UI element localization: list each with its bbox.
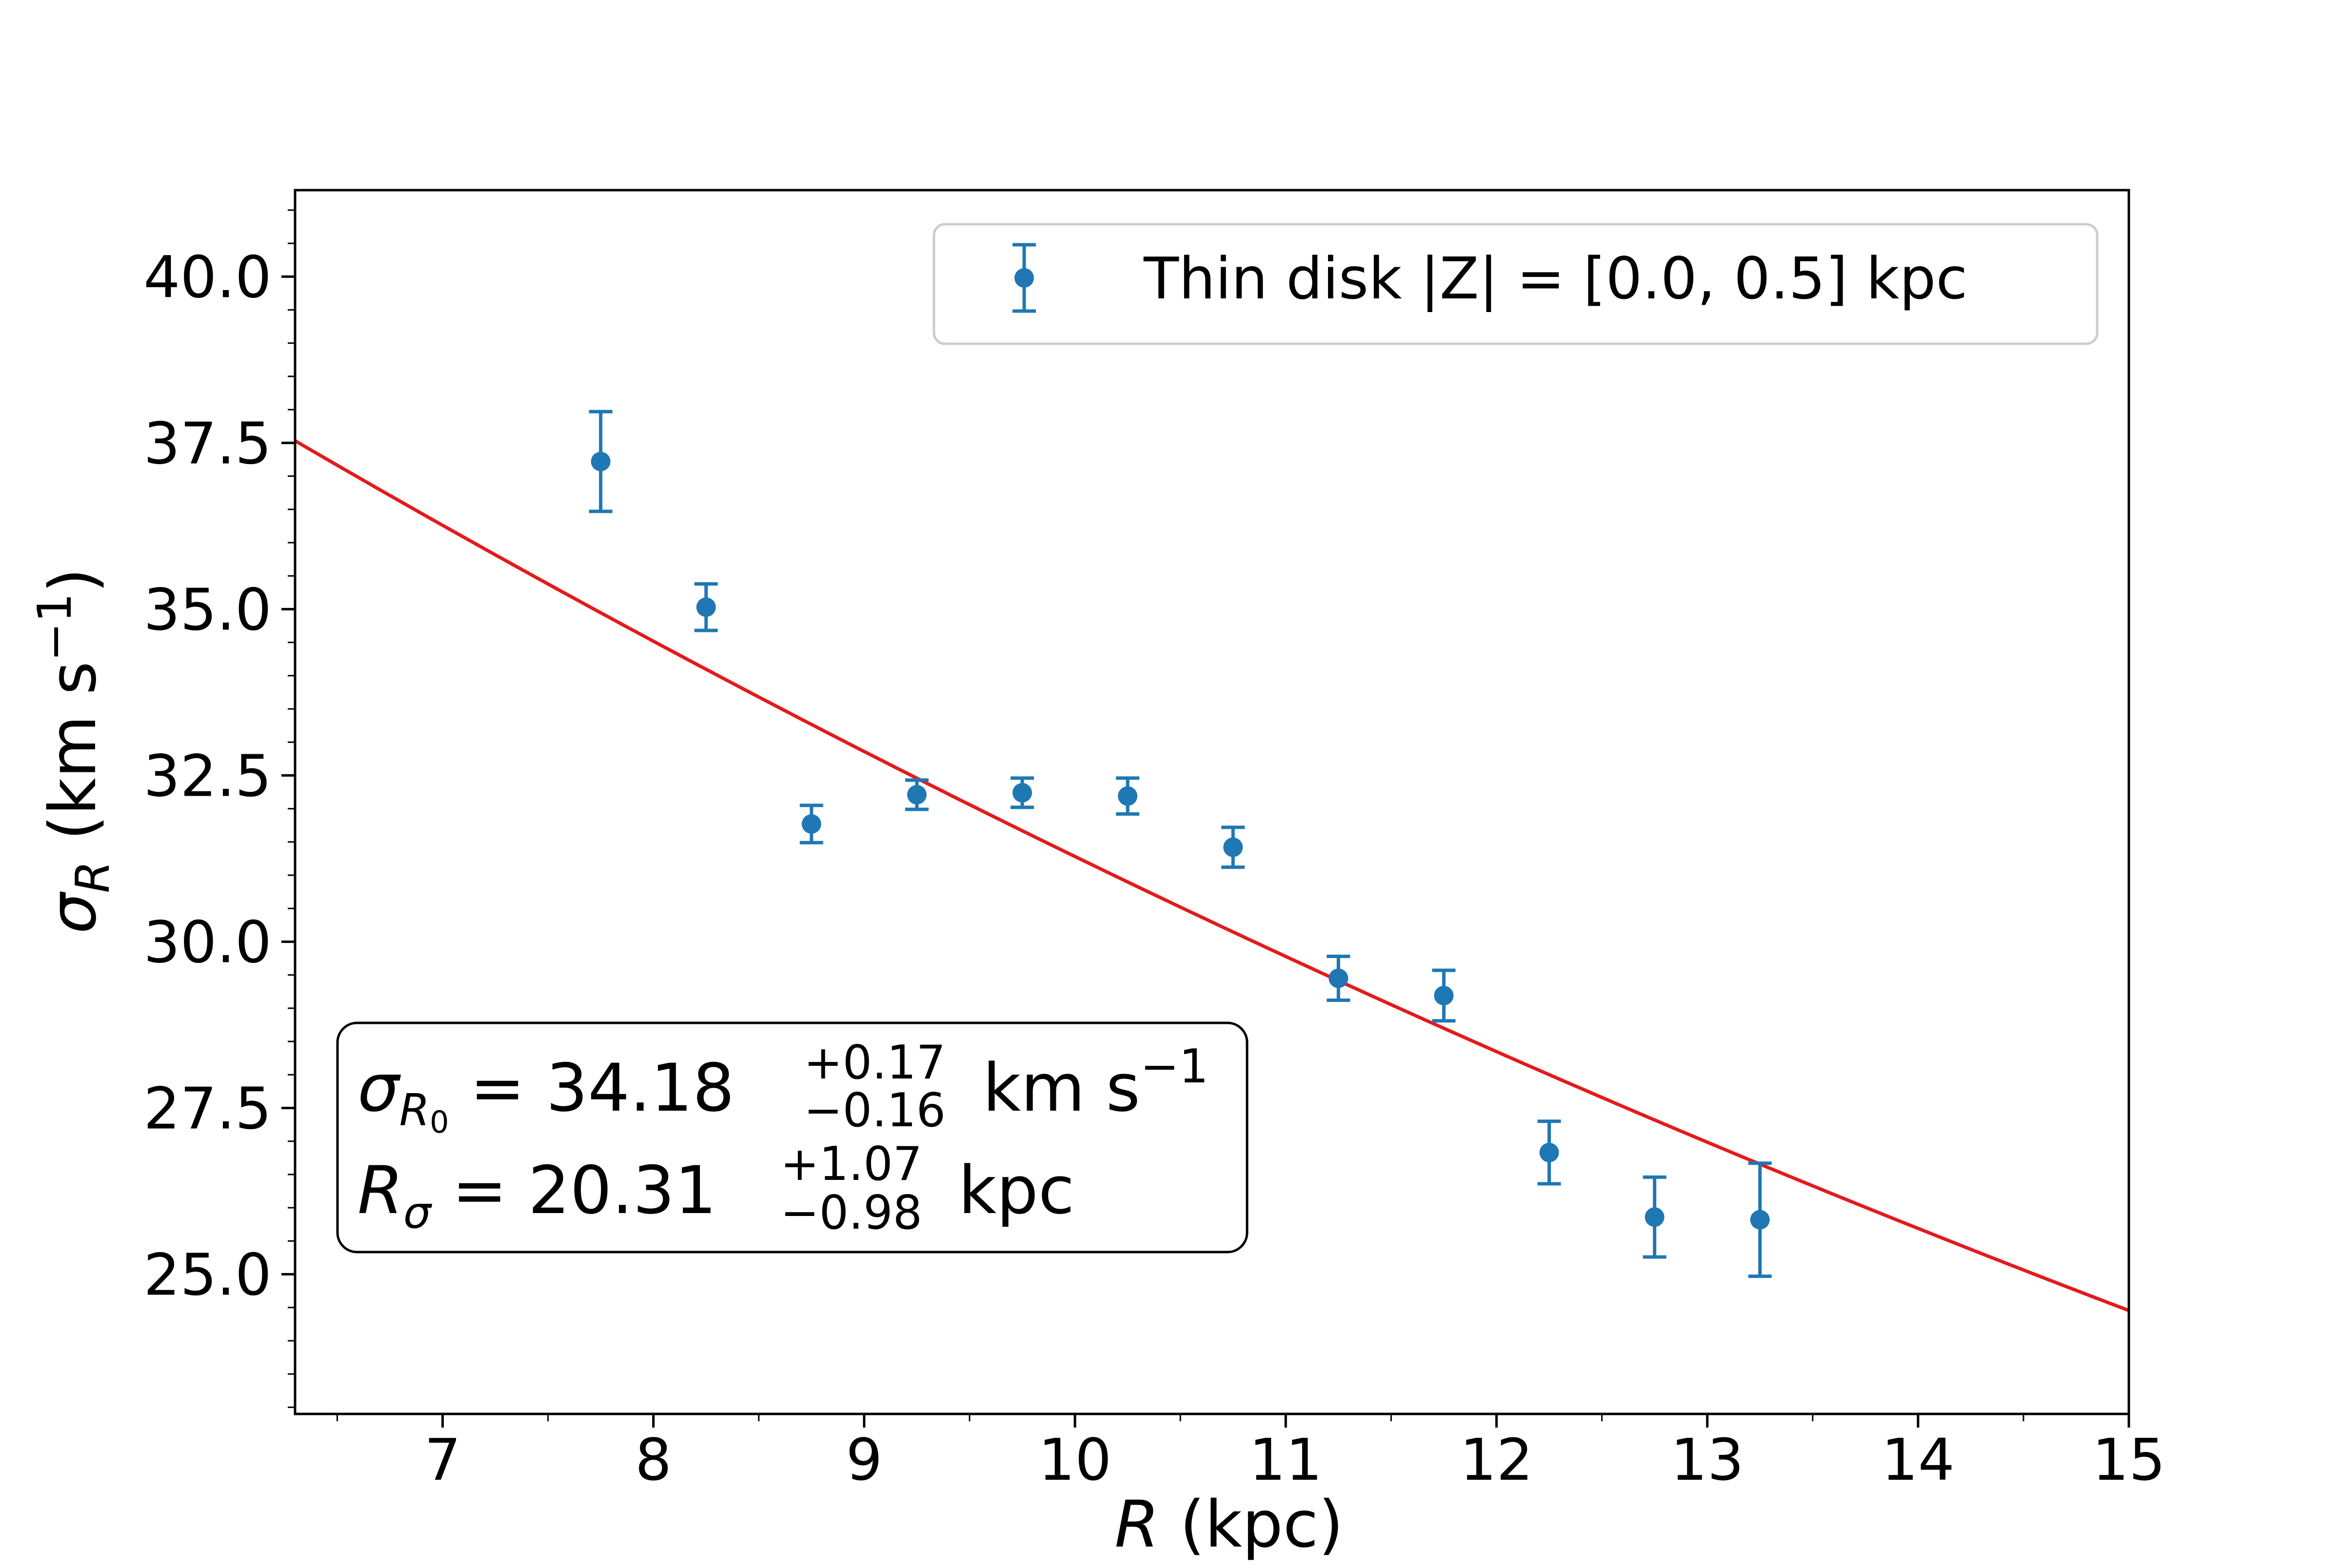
fit-sigma-unit-exp: −1 [1140,1040,1209,1094]
y-tick-label: 27.5 [143,1075,272,1142]
y-axis-label-symbol: σ [36,891,111,934]
legend-label: Thin disk |Z| = [0.0, 0.5] kpc [1143,245,1967,312]
data-point [1116,776,1140,816]
fit-rsigma-subscript: σ [403,1187,433,1238]
data-marker [1223,837,1243,857]
ticks-layer: 7 8 9 10 11 12 13 14 15 25.0 27.5 30.0 32.5 35.0 37.5 4… [143,209,2165,1493]
data-point [1432,968,1456,1023]
axes-frame [294,189,2130,1415]
data-marker [1645,1207,1665,1227]
x-axis-label-text: (kpc) [1180,1487,1344,1562]
data-marker [1118,786,1138,806]
fit-rsigma-plus: +1.07 [780,1137,922,1191]
fit-parameters-frame [336,1021,1249,1254]
x-tick-label: 11 [1249,1426,1322,1493]
fit-rsigma-unit: kpc [958,1152,1074,1229]
data-points-layer [589,410,1772,1278]
data-marker [1329,968,1349,988]
x-tick-label: 12 [1460,1426,1533,1493]
y-axis-label: σR (km s−1) [28,568,120,934]
x-axis-label-symbol: R [1114,1487,1159,1562]
y-tick-label: 35.0 [143,576,272,643]
fit-rsigma-symbol: R [357,1152,403,1229]
fit-sigma-subsubscript: 0 [430,1104,449,1140]
data-marker [591,451,611,471]
x-tick-label: 13 [1671,1426,1744,1493]
fit-sigma-value: = 34.18 [470,1050,734,1126]
x-tick-label: 14 [1882,1426,1955,1493]
x-tick-label: 10 [1038,1426,1111,1493]
x-tick-label: 9 [846,1426,882,1493]
legend: Thin disk |Z| = [0.0, 0.5] kpc [932,223,2099,345]
x-tick-label: 7 [424,1426,461,1493]
y-axis-label-units-exp: −1 [28,593,82,661]
data-marker [1012,783,1032,803]
y-tick-label: 30.0 [143,908,272,976]
data-point [1748,1161,1772,1278]
data-marker [801,814,821,834]
fit-curve-layer [295,439,2129,1313]
x-tick-label: 15 [2092,1426,2165,1493]
fit-curve [295,439,2129,1313]
y-tick-label: 25.0 [143,1241,272,1309]
y-tick-label: 40.0 [143,243,272,311]
fit-sigma-subscript: R [399,1085,430,1136]
legend-marker [1012,243,1036,313]
fit-sigma-minus: −0.16 [804,1084,946,1137]
data-marker [1434,985,1454,1005]
x-axis-label: R (kpc) [1114,1487,1344,1562]
fit-parameter-rsigma: Rσ = 20.31 [357,1152,716,1238]
y-tick-label: 32.5 [143,742,272,809]
fit-sigma-unit-text: km s [983,1050,1140,1126]
x-tick-label: 8 [635,1426,672,1493]
legend-label-unit: kpc [1866,245,1967,312]
data-point [1537,1119,1561,1186]
y-axis-label-subscript: R [66,861,120,893]
fit-rsigma-minus: −0.98 [780,1186,922,1240]
fit-parameters-box: σR0 = 34.18 +0.17 −0.16 km s−1 Rσ = 20.3… [336,1021,1249,1254]
fit-sigma-unit: km s−1 [983,1040,1209,1126]
y-axis-label-units-close: ) [36,568,111,593]
y-axis-label-units: (km s [36,661,111,840]
data-point [589,410,613,513]
fit-sigma-plus: +0.17 [804,1036,946,1090]
data-marker [1539,1142,1559,1162]
data-point [799,804,823,844]
data-marker [696,597,716,617]
fit-sigma-symbol: σ [357,1050,401,1126]
fit-parameter-sigma: σR0 = 34.18 [357,1050,734,1140]
data-marker [1750,1210,1770,1230]
legend-label-prefix: Thin disk |Z| = [0.0, 0.5] [1143,245,1848,312]
legend-box [932,223,2099,345]
data-point [1643,1175,1666,1259]
data-point [694,582,718,632]
data-point [1327,954,1350,1002]
data-marker [907,784,927,804]
y-tick-label: 37.5 [143,410,272,477]
fit-rsigma-value: = 20.31 [452,1152,717,1229]
data-point [1011,776,1034,809]
data-point [1221,825,1245,869]
svg-text:σR (km s−1): σR (km s−1) [28,568,120,934]
data-point [905,778,929,811]
